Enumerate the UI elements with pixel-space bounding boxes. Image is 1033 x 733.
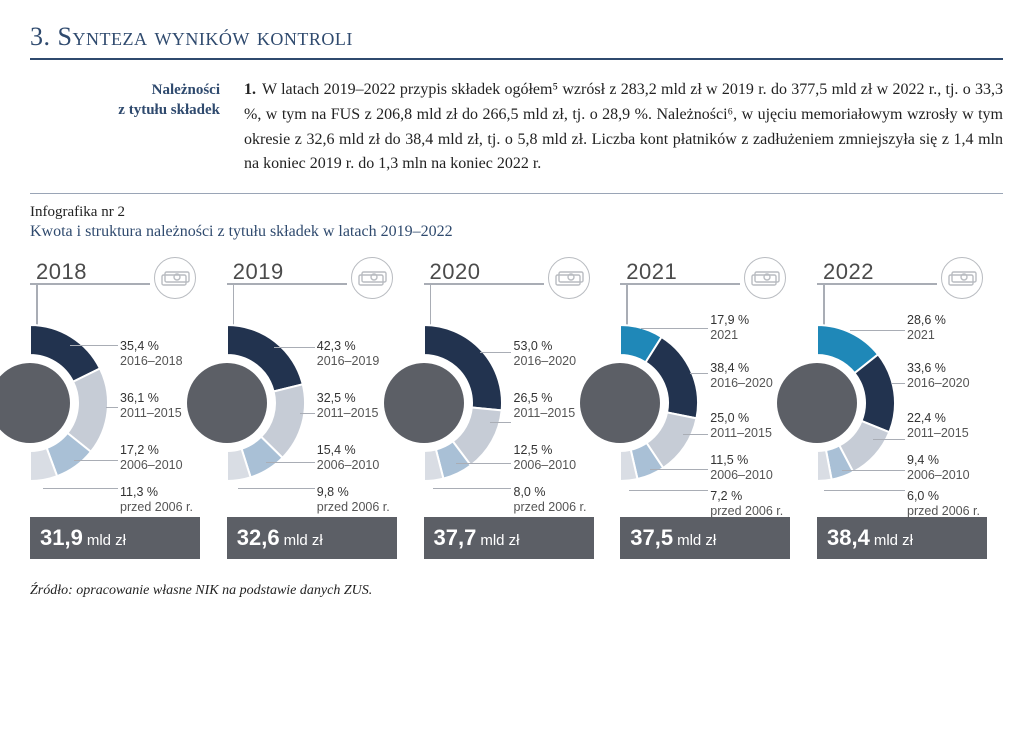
infographic-title: Kwota i struktura należności z tytułu sk… [30,223,1003,241]
total-value: 37,7 [434,525,477,550]
leader-line [74,460,118,461]
segment-label: 9,8 %przed 2006 r. [317,485,390,514]
segment-pct: 7,2 % [710,489,783,503]
segment-label: 28,6 %2021 [907,313,946,342]
leader-line [490,422,512,423]
charts-row: 2018 35,4 %2016–201836,1 %2011–201517,2 … [30,259,1003,559]
leader-line [892,383,905,384]
intro-item-number: 1. [244,81,256,98]
segment-pct: 33,6 % [907,361,970,375]
money-icon [548,257,590,299]
leader-line [641,328,708,329]
leader-line [683,434,708,435]
chart-total: 37,5mld zł [620,517,790,559]
heading-number: 3. [30,22,51,51]
chart-header-rule [817,283,937,285]
total-unit: mld zł [480,532,519,549]
segment-range: 2021 [907,328,946,342]
total-unit: mld zł [284,532,323,549]
chart-total: 37,7mld zł [424,517,594,559]
segment-label: 6,0 %przed 2006 r. [907,489,980,518]
segment-range: przed 2006 r. [907,504,980,518]
intro-block: Należności z tytułu składek 1.W latach 2… [30,78,1003,177]
leader-line [690,373,708,374]
segment-range: przed 2006 r. [120,500,193,514]
intro-sidebar-label: Należności z tytułu składek [30,78,220,177]
segment-pct: 28,6 % [907,313,946,327]
chart-total: 38,4mld zł [817,517,987,559]
segment-pct: 11,3 % [120,485,193,499]
total-unit: mld zł [677,532,716,549]
total-value: 37,5 [630,525,673,550]
segment-label: 7,2 %przed 2006 r. [710,489,783,518]
segment-range: przed 2006 r. [317,500,390,514]
total-unit: mld zł [87,532,126,549]
leader-line [433,488,511,489]
infographic-label: Infografika nr 2 [30,204,1003,221]
donut-wrap: 28,6 %2021 33,6 %2016–2020 22,4 %2011–2015… [817,291,1003,511]
money-icon [154,257,196,299]
leader-line [300,413,315,414]
leader-line [824,490,905,491]
leader-line [456,463,511,464]
segment-range: przed 2006 r. [710,504,783,518]
chart-total: 31,9mld zł [30,517,200,559]
intro-left-line1: Należności [152,82,220,98]
segment-label: 11,3 %przed 2006 r. [120,485,193,514]
leader-line [43,488,118,489]
chart-header-rule [30,283,150,285]
leader-line [70,345,118,346]
segment-range: przed 2006 r. [514,500,587,514]
total-value: 38,4 [827,525,870,550]
section-rule [30,193,1003,194]
leader-line [480,352,512,353]
chart-header-rule [424,283,544,285]
segment-range: 2006–2010 [907,468,970,482]
leader-line [274,347,315,348]
chart-total: 32,6mld zł [227,517,397,559]
leader-line [842,470,905,471]
segment-pct: 9,8 % [317,485,390,499]
segment-pct: 9,4 % [907,453,970,467]
segment-label: 33,6 %2016–2020 [907,361,970,390]
leader-line [629,490,708,491]
segment-range: 2011–2015 [907,426,969,440]
leader-line [106,407,118,408]
money-icon [351,257,393,299]
donut-chart: 2022 28,6 %202133,6 %2016–202022,4 %2011… [817,259,1003,559]
total-value: 31,9 [40,525,83,550]
segment-label: 8,0 %przed 2006 r. [514,485,587,514]
heading-text: Synteza wyników kontroli [58,22,353,51]
total-value: 32,6 [237,525,280,550]
segment-label: 9,4 %2006–2010 [907,453,970,482]
leader-line [650,469,708,470]
leader-line [238,488,314,489]
section-heading: 3. Synteza wyników kontroli [30,22,1003,60]
intro-body-text: W latach 2019–2022 przypis składek ogółe… [244,81,1003,172]
segment-pct: 22,4 % [907,411,969,425]
segment-pct: 8,0 % [514,485,587,499]
leader-line [873,439,905,440]
total-unit: mld zł [874,532,913,549]
leader-line [266,462,314,463]
segment-label: 22,4 %2011–2015 [907,411,969,440]
money-icon [744,257,786,299]
chart-header-rule [227,283,347,285]
chart-header-rule [620,283,740,285]
leader-line [850,330,905,331]
money-icon [941,257,983,299]
intro-body: 1.W latach 2019–2022 przypis składek ogó… [244,78,1003,177]
segment-range: 2016–2020 [907,376,970,390]
intro-left-line2: z tytułu składek [118,102,220,118]
segment-pct: 6,0 % [907,489,980,503]
source-note: Źródło: opracowanie własne NIK na podsta… [30,583,1003,599]
